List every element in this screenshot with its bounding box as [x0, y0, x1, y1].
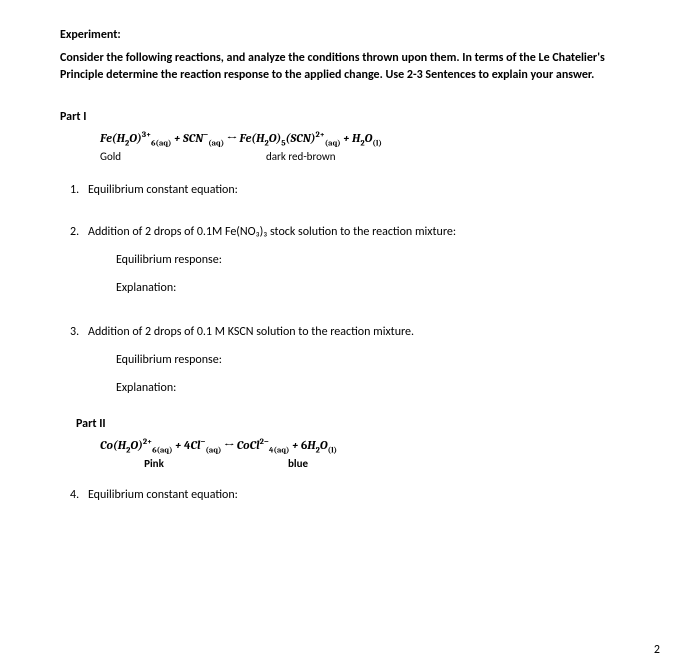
q3-text: Addition of 2 drops of 0.1 M KSCN soluti… — [88, 325, 414, 339]
q2-number: 2. — [70, 225, 88, 239]
color-blue: blue — [268, 457, 328, 470]
page-number: 2 — [654, 643, 660, 657]
instructions-text: Consider the following reactions, and an… — [60, 50, 640, 84]
question-2: 2.Addition of 2 drops of 0.1M Fe(NO₃)₃ s… — [70, 225, 640, 239]
q2-equilibrium-response: Equilibrium response: — [116, 253, 640, 267]
color-pink: Pink — [100, 457, 208, 470]
equation-part-1: Fe(H2O)3+6(aq) + SCN−(aq) ↔ Fe(H2O)5(SCN… — [100, 130, 640, 148]
q4-text: Equilibrium constant equation: — [88, 488, 238, 502]
part-1-label: Part I — [60, 110, 640, 124]
q1-number: 1. — [70, 183, 88, 197]
equation-2-colors: Pink blue — [100, 457, 640, 470]
q2-explanation: Explanation: — [116, 281, 640, 295]
color-gold: Gold — [100, 150, 266, 163]
q3-equilibrium-response: Equilibrium response: — [116, 353, 640, 367]
part-2-label: Part II — [76, 417, 640, 431]
q3-number: 3. — [70, 325, 88, 339]
equation-1-colors: Golddark red-brown — [100, 150, 640, 163]
q1-text: Equilibrium constant equation: — [88, 183, 238, 197]
question-1: 1.Equilibrium constant equation: — [70, 183, 640, 197]
q2-text: Addition of 2 drops of 0.1M Fe(NO₃)₃ sto… — [88, 225, 456, 239]
q4-number: 4. — [70, 488, 88, 502]
q3-explanation: Explanation: — [116, 381, 640, 395]
equation-part-2: Co(H2O)2+6(aq) + 4Cl−(aq) ↔ CoCl2−4(aq) … — [100, 437, 640, 455]
question-3: 3.Addition of 2 drops of 0.1 M KSCN solu… — [70, 325, 640, 339]
question-4: 4.Equilibrium constant equation: — [70, 488, 640, 502]
experiment-heading: Experiment: — [60, 28, 640, 42]
color-dark-red-brown: dark red-brown — [266, 150, 336, 163]
